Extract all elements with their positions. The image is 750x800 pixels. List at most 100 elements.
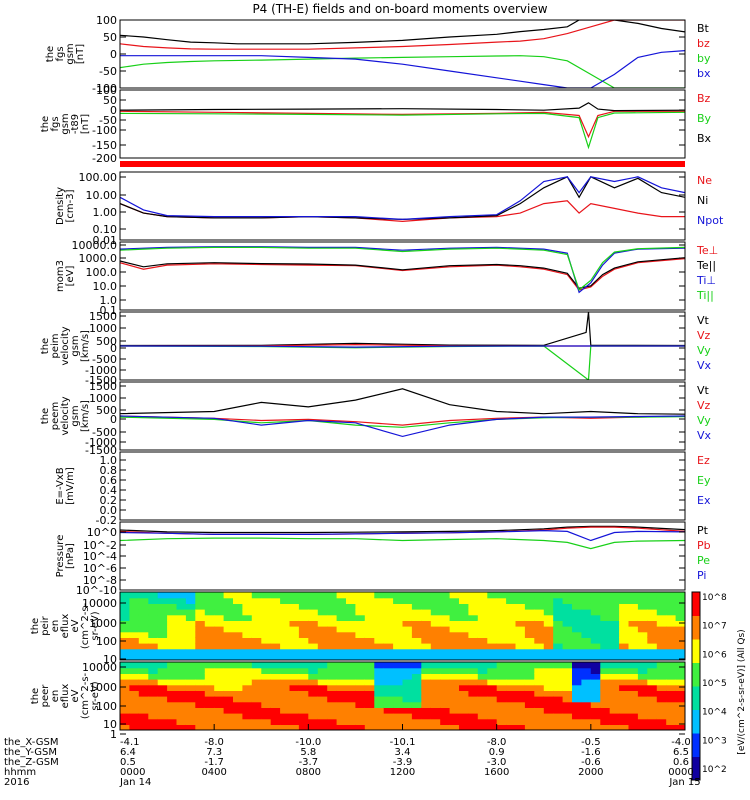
spectrogram-cell	[327, 637, 338, 644]
spectrogram-cell	[637, 667, 648, 674]
spectrogram-cell	[157, 667, 168, 674]
y-tick-label: 100	[96, 635, 117, 648]
spectrogram-cell	[600, 696, 611, 703]
spectrogram-cell	[402, 696, 413, 703]
spectrogram-cell	[506, 713, 517, 720]
spectrogram-cell	[534, 631, 545, 638]
spectrogram-cell	[393, 724, 404, 730]
spectrogram-cell	[120, 667, 130, 674]
spectrogram-cell	[261, 637, 272, 644]
spectrogram-cell	[346, 631, 356, 638]
colorbar: 10^810^710^610^510^410^310^2[eV/(cm^2-s-…	[691, 591, 747, 781]
spectrogram-cell	[440, 620, 451, 627]
y-axis-label: fgs	[55, 46, 66, 61]
spectrogram-cell	[280, 662, 291, 669]
legend-entry: Vz	[697, 329, 711, 342]
spectrogram-cell	[666, 713, 677, 720]
spectrogram-cell	[515, 620, 526, 627]
y-axis-label: the	[30, 688, 41, 704]
spectrogram-cell	[468, 592, 479, 599]
panel-frame	[119, 89, 686, 159]
y-axis-label: peer	[40, 684, 51, 708]
spectrogram-cell	[364, 701, 375, 708]
spectrogram-cell	[289, 620, 300, 627]
spectrogram-cell	[534, 679, 545, 686]
spectrogram-cell	[195, 713, 206, 720]
spectrogram-cell	[572, 662, 582, 669]
spectrogram-cell	[411, 631, 422, 638]
spectrogram-cell	[251, 603, 262, 610]
spectrogram-cell	[477, 637, 488, 644]
spectrogram-cell	[383, 662, 394, 669]
spectrogram-cell	[327, 614, 338, 621]
spectrogram-cell	[628, 724, 639, 730]
spectrogram-cell	[600, 713, 611, 720]
spectrogram-cell	[298, 707, 309, 714]
y-tick-label: 500	[96, 404, 117, 417]
spectrogram-cell	[298, 679, 309, 686]
spectrogram-cell	[317, 654, 328, 660]
spectrogram-cell	[204, 701, 215, 708]
x-tick-label-x: -8.0	[204, 737, 224, 748]
spectrogram-cell	[289, 643, 300, 650]
spectrogram-cell	[233, 701, 243, 708]
spectrogram-cell	[647, 654, 658, 660]
spectrogram-cell	[402, 637, 413, 644]
spectrogram-cell	[600, 648, 611, 655]
spectrogram-cell	[421, 609, 432, 616]
spectrogram-cell	[242, 643, 253, 650]
spectrogram-cell	[280, 597, 291, 604]
spectrogram-cell	[167, 724, 178, 730]
spectrogram-cell	[411, 614, 422, 621]
spectrogram-cell	[364, 667, 375, 674]
colorbar-swatch	[692, 756, 700, 781]
spectrogram-cell	[459, 626, 469, 633]
y-axis-label: sr-eV)	[90, 611, 101, 640]
spectrogram-cell	[383, 696, 394, 703]
spectrogram-cell	[195, 673, 206, 680]
spectrogram-cell	[270, 603, 281, 610]
spectrogram-cell	[270, 643, 281, 650]
spectrogram-cell	[167, 701, 178, 708]
spectrogram-cell	[562, 648, 573, 655]
spectrogram-cell	[675, 690, 685, 697]
spectrogram-cell	[346, 614, 356, 621]
colorbar-tick-label: 10^2	[702, 765, 727, 775]
spectrogram-cell	[148, 648, 159, 655]
legend-entry: Pi	[697, 569, 706, 582]
spectrogram-cell	[524, 603, 535, 610]
y-tick-label: 0.1	[100, 304, 118, 317]
spectrogram-cell	[430, 637, 441, 644]
spectrogram-cell	[506, 690, 517, 697]
spectrogram-cell	[374, 684, 385, 691]
y-tick-label: 0.2	[100, 494, 118, 507]
legend-entry: Bx	[697, 132, 712, 145]
spectrogram-cell	[270, 667, 281, 674]
spectrogram-cell	[440, 626, 451, 633]
spectrogram-cell	[195, 718, 206, 725]
spectrogram-cell	[487, 597, 498, 604]
spectrogram-cell	[468, 701, 479, 708]
spectrogram-cell	[242, 701, 253, 708]
spectrogram-cell	[524, 662, 535, 669]
spectrogram-cell	[440, 654, 451, 660]
spectrogram-cell	[430, 620, 441, 627]
spectrogram-cell	[553, 696, 564, 703]
spectrogram-cell	[581, 690, 592, 697]
spectrogram-cell	[364, 654, 375, 660]
spectrogram-cell	[459, 673, 469, 680]
spectrogram-cell	[195, 614, 206, 621]
spectrogram-cell	[223, 724, 234, 730]
spectrogram-cell	[496, 609, 507, 616]
spectrogram-cell	[374, 614, 385, 621]
spectrogram-cell	[628, 654, 639, 660]
spectrogram-cell	[449, 603, 460, 610]
y-axis-label: [nPa]	[65, 543, 76, 569]
spectrogram-cell	[289, 690, 300, 697]
y-tick-label: 0	[110, 413, 117, 426]
spectrogram-cell	[120, 718, 130, 725]
spectrogram-cell	[637, 614, 648, 621]
spectrogram-cell	[656, 690, 667, 697]
spectrogram-cell	[656, 620, 667, 627]
